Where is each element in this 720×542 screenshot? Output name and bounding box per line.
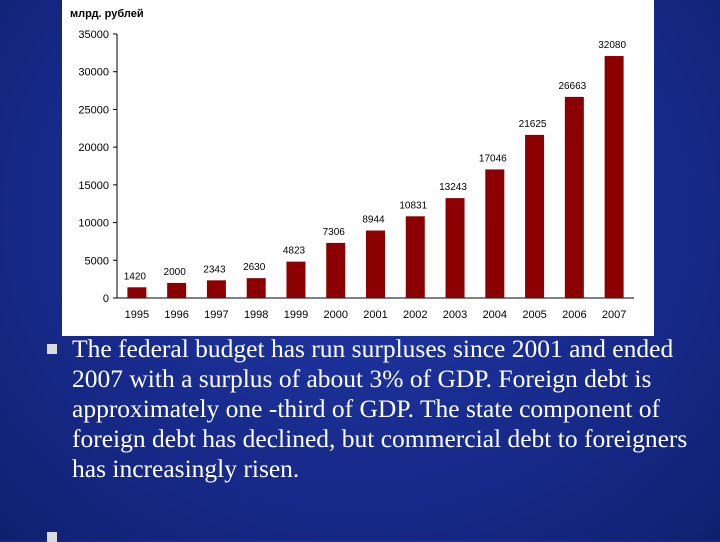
y-tick-label: 5000: [85, 255, 109, 267]
y-tick-label: 10000: [78, 218, 109, 230]
x-tick-label: 2007: [602, 309, 626, 321]
y-axis-label: млрд. рублей: [70, 8, 144, 20]
data-label: 32080: [598, 40, 626, 51]
data-label: 26663: [558, 81, 586, 92]
bullet-marker-icon: [47, 532, 57, 542]
bar: [445, 198, 465, 298]
bar: [366, 230, 385, 298]
x-tick-label: 2005: [522, 309, 546, 321]
bar: [286, 261, 306, 298]
bar: [525, 134, 545, 298]
bar: [326, 242, 346, 298]
bar: [167, 282, 187, 298]
x-tick-label: 1998: [244, 309, 268, 321]
data-label: 8944: [362, 215, 385, 226]
chart-panel: млрд. рублей 0 5000 10000 15000 20000 25000 300…: [62, 0, 654, 336]
x-tick-label: 2002: [403, 309, 427, 321]
bar: [127, 287, 147, 298]
bar: [564, 96, 584, 298]
data-label: 4823: [283, 246, 306, 257]
y-tick-label: 15000: [78, 180, 109, 192]
bar: [206, 280, 226, 298]
x-tick-label: 1996: [164, 309, 188, 321]
bar: [604, 56, 624, 298]
data-label: 2343: [203, 264, 226, 275]
data-label: 13243: [439, 182, 467, 193]
bar: [405, 216, 425, 298]
y-tick-label: 35000: [78, 29, 109, 41]
x-tick-label: 2004: [483, 309, 507, 321]
bar-chart: млрд. рублей 0 5000 10000 15000 20000 25000 300…: [70, 8, 634, 321]
y-tick-label: 30000: [78, 67, 109, 79]
bar: [246, 278, 266, 298]
data-label: 2630: [243, 262, 266, 273]
x-tick-label: 2006: [562, 309, 586, 321]
bullet-marker-icon: [47, 344, 57, 354]
x-tick-label: 2001: [363, 309, 387, 321]
x-tick-label: 1997: [204, 309, 228, 321]
data-label: 17046: [479, 153, 507, 164]
bullet-text: The federal budget has run surpluses sin…: [72, 334, 688, 483]
y-tick-label: 0: [103, 293, 109, 305]
data-label: 21625: [519, 119, 547, 130]
x-tick-label: 1999: [284, 309, 308, 321]
x-tick-label: 1995: [125, 309, 149, 321]
y-tick-label: 25000: [78, 104, 109, 116]
data-label: 7306: [323, 227, 346, 238]
x-tick-label: 2003: [443, 309, 467, 321]
bar: [485, 169, 505, 298]
data-label: 10831: [399, 200, 427, 211]
data-label: 2000: [164, 267, 187, 278]
x-tick-label: 2000: [323, 309, 347, 321]
data-label: 1420: [124, 271, 147, 282]
y-tick-label: 20000: [78, 142, 109, 154]
